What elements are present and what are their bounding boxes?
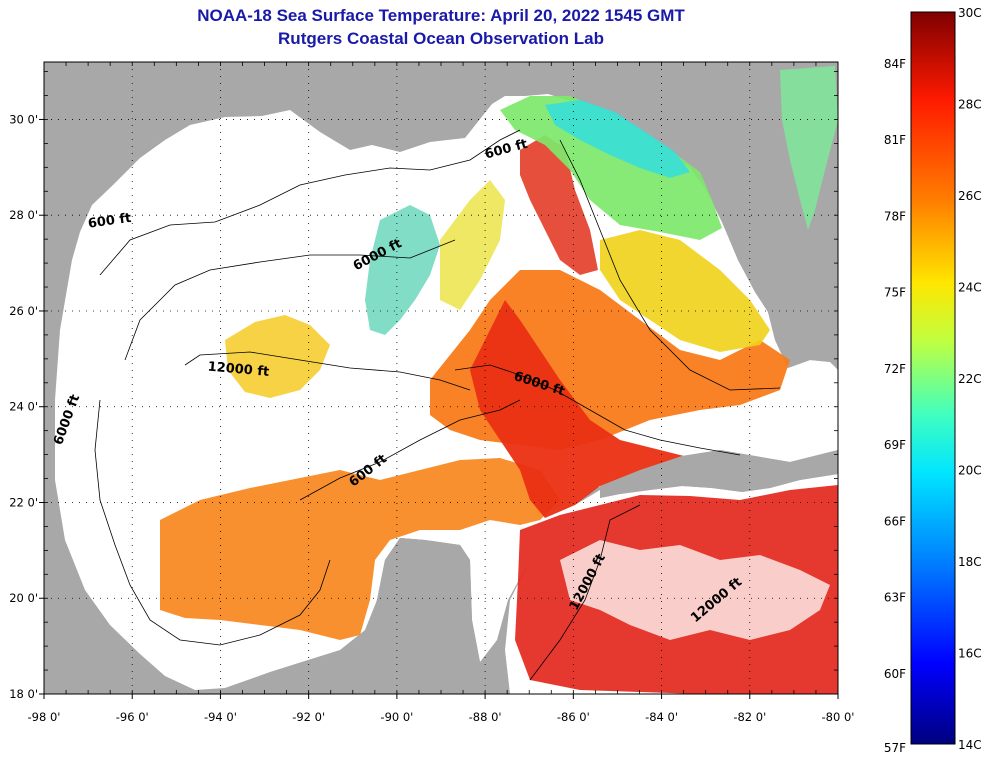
colorbar-celsius-label: 20C [958,464,982,478]
colorbar-celsius-label: 18C [958,555,982,569]
sst-cloud-caribbean [560,540,830,640]
sst-patch-florida-east [780,66,838,230]
colorbar [910,11,956,745]
colorbar-fahrenheit-label: 81F [884,133,906,147]
map-title: NOAA-18 Sea Surface Temperature: April 2… [197,6,685,25]
sst-plume-yellow-central [440,180,505,310]
lon-tick-label: -88 0' [469,710,502,724]
contour-600ft-florida [559,139,781,391]
colorbar-fahrenheit-label: 72F [884,362,906,376]
sst-plume-red-north [520,135,598,275]
colorbar-labels: 30C 28C 26C 24C 22C 20C 18C 16C 14C 84F 81F 78F 75F 7… [884,6,982,755]
colorbar-fahrenheit-label: 60F [884,667,906,681]
colorbar-celsius-label: 22C [958,372,982,386]
sst-plume-green-shelf [500,96,722,240]
map-subtitle: Rutgers Coastal Ocean Observation Lab [278,29,604,48]
sst-plume-cyan-shelf [545,100,690,178]
sst-plume-green-central [365,205,440,335]
lat-tick-label: 18 0' [9,687,38,701]
contour-6000ft-west [124,239,456,361]
lon-tick-label: -84 0' [645,710,678,724]
lon-tick-label: -98 0' [28,710,61,724]
sst-plume-orange-west [160,458,560,640]
lat-tick-label: 28 0' [9,208,38,222]
contour-6000ft-loop [454,364,741,456]
graticule [44,62,838,694]
sst-plume-yellow-shelf [600,230,770,352]
contour-600ft-south [299,399,521,501]
contour-label: 600 ft [87,211,132,232]
lon-tick-label: -94 0' [204,710,237,724]
colorbar-fahrenheit-label: 57F [884,741,906,755]
colorbar-fahrenheit-label: 75F [884,286,906,300]
lat-tick-label: 26 0' [9,304,38,318]
colorbar-celsius-label: 14C [958,738,982,752]
cuba-land-top [600,450,838,498]
lat-tick-label: 22 0' [9,495,38,509]
contour-12000ft-caribbean [529,504,641,681]
lon-tick-label: -96 0' [116,710,149,724]
colorbar-fahrenheit-label: 78F [884,209,906,223]
colorbar-fahrenheit-label: 66F [884,514,906,528]
lon-tick-label: -90 0' [380,710,413,724]
yucatan-land-top [368,538,480,694]
lat-tick-label: 24 0' [9,400,38,414]
lat-tick-label: 30 0' [9,112,38,126]
lon-tick-label: -80 0' [822,710,855,724]
colorbar-celsius-label: 16C [958,647,982,661]
contour-12000ft [184,351,471,391]
lon-tick-label: -86 0' [557,710,590,724]
bathymetry-contours [94,129,781,681]
lon-tick-label: -92 0' [292,710,325,724]
colorbar-fahrenheit-label: 63F [884,591,906,605]
colorbar-fahrenheit-label: 84F [884,57,906,71]
lon-tick-label: -82 0' [733,710,766,724]
colorbar-fahrenheit-label: 69F [884,438,906,452]
colorbar-celsius-label: 30C [958,6,982,20]
contour-600ft [99,129,521,276]
colorbar-celsius-label: 24C [958,281,982,295]
colorbar-celsius-label: 28C [958,98,982,112]
colorbar-celsius-label: 26C [958,189,982,203]
axis-ticks: 30 0' 28 0' 26 0' 24 0' 22 0' 20 0' 18 0' -98 0… [9,62,854,724]
contour-6000ft-southwest [94,399,331,646]
lat-tick-label: 20 0' [9,591,38,605]
contour-label: 12000 ft [207,360,270,380]
